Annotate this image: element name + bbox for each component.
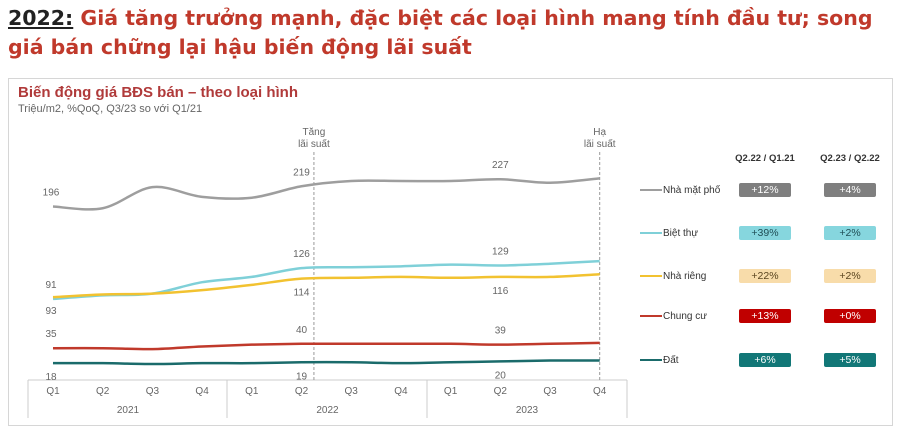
data-label: 196 — [43, 188, 60, 199]
legend-swatch — [640, 189, 662, 191]
data-label: 91 — [45, 280, 57, 291]
x-tick-label: Q1 — [46, 386, 60, 397]
data-label: 114 — [294, 288, 310, 299]
column-header-2: Q2.23 / Q2.22 — [820, 153, 880, 164]
data-label: 219 — [293, 167, 310, 178]
year-label: 2022 — [316, 405, 339, 416]
change-badge-1: +6% — [739, 353, 791, 367]
legend-label: Biệt thự — [663, 227, 699, 239]
annotation-label: Hạ — [593, 127, 606, 138]
change-badge-2: +2% — [824, 226, 876, 240]
chart-frame — [8, 78, 893, 426]
legend-item: Nhà riêng — [640, 269, 706, 283]
chart-subtitle: Triệu/m2, %QoQ, Q3/23 so với Q1/21 — [18, 103, 203, 115]
change-badge-1: +12% — [739, 183, 791, 197]
legend-swatch — [640, 275, 662, 277]
data-label: 39 — [495, 326, 507, 337]
x-tick-label: Q4 — [593, 386, 607, 397]
x-tick-label: Q4 — [195, 386, 209, 397]
series-line-0 — [52, 177, 600, 211]
legend-label: Nhà riêng — [663, 270, 707, 282]
data-label: 129 — [492, 246, 509, 257]
legend-item: Biệt thự — [640, 226, 698, 240]
chart-title: Biến động giá BĐS bán – theo loại hình — [18, 84, 299, 101]
headline-text: Giá tăng trưởng mạnh, đặc biệt các loại … — [8, 6, 873, 59]
year-label: 2023 — [516, 405, 539, 416]
x-tick-label: Q2 — [96, 386, 110, 397]
legend-swatch — [640, 359, 662, 361]
data-label: 126 — [293, 249, 310, 260]
data-label: 40 — [296, 325, 308, 336]
legend-item: Nhà mặt phố — [640, 183, 720, 197]
legend-label: Đất — [663, 354, 679, 366]
change-badge-2: +2% — [824, 269, 876, 283]
legend-swatch — [640, 315, 662, 317]
change-badge-1: +13% — [739, 309, 791, 323]
data-label: 19 — [296, 371, 308, 382]
column-header-1: Q2.22 / Q1.21 — [735, 153, 795, 164]
change-badge-1: +22% — [739, 269, 791, 283]
x-tick-label: Q2 — [295, 386, 309, 397]
data-label: 93 — [45, 306, 57, 317]
series-line-4 — [52, 359, 600, 366]
legend-label: Nhà mặt phố — [663, 184, 721, 196]
data-label: 20 — [495, 370, 507, 381]
x-tick-label: Q2 — [494, 386, 508, 397]
change-badge-1: +39% — [739, 226, 791, 240]
x-tick-label: Q4 — [394, 386, 408, 397]
series-line-2 — [52, 273, 600, 299]
data-label: 116 — [492, 286, 508, 297]
data-label: 227 — [492, 160, 509, 171]
annotation-label: Tăng — [303, 127, 326, 138]
legend-swatch — [640, 232, 662, 234]
change-badge-2: +0% — [824, 309, 876, 323]
annotation-label: lãi suất — [584, 138, 616, 150]
series-line-3 — [52, 341, 600, 351]
headline-year: 2022: — [8, 6, 74, 30]
x-tick-label: Q1 — [444, 386, 458, 397]
data-label: 35 — [45, 329, 57, 340]
legend-label: Chung cư — [663, 310, 707, 322]
x-tick-label: Q3 — [146, 386, 160, 397]
data-label: 18 — [45, 372, 57, 383]
legend-item: Chung cư — [640, 309, 707, 323]
annotation-label: lãi suất — [298, 138, 330, 150]
legend-item: Đất — [640, 353, 679, 367]
x-tick-label: Q3 — [543, 386, 557, 397]
change-badge-2: +5% — [824, 353, 876, 367]
change-badge-2: +4% — [824, 183, 876, 197]
headline: 2022: Giá tăng trưởng mạnh, đặc biệt các… — [8, 4, 898, 62]
year-label: 2021 — [117, 405, 140, 416]
x-tick-label: Q3 — [345, 386, 359, 397]
x-tick-label: Q1 — [245, 386, 259, 397]
